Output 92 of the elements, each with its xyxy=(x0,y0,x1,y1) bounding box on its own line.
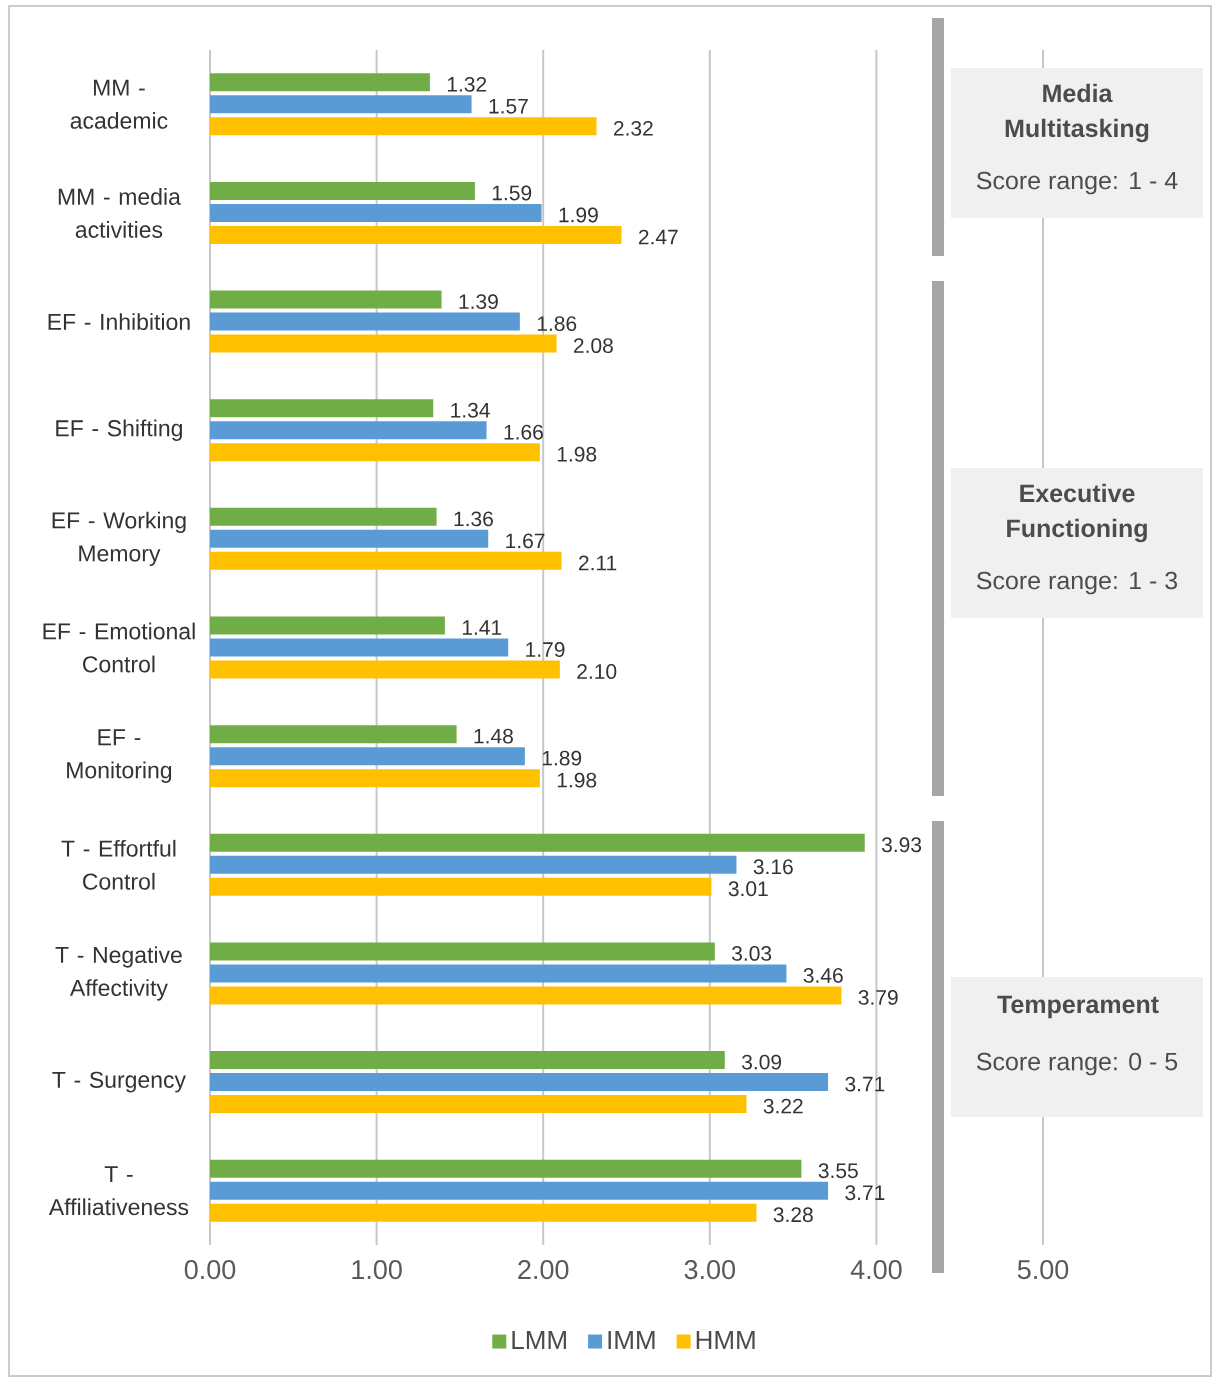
data-label: 3.46 xyxy=(803,968,843,983)
data-label: 2.32 xyxy=(613,120,653,136)
data-label: 1.57 xyxy=(489,99,528,114)
bar xyxy=(210,443,540,462)
bar xyxy=(210,833,865,852)
y-tick-label: EF - Inhibition xyxy=(48,313,190,331)
x-tick-label: 5.00 xyxy=(1017,1260,1069,1280)
bar xyxy=(210,225,622,244)
bar xyxy=(210,986,842,1005)
bar xyxy=(210,964,787,983)
x-tick-label: 1.00 xyxy=(352,1260,402,1280)
bar xyxy=(210,638,509,657)
y-tick-label: EF - Emotional Control xyxy=(43,622,195,673)
data-label: 1.99 xyxy=(559,207,598,223)
x-tick-label: 0.00 xyxy=(184,1260,236,1280)
bar xyxy=(210,660,560,679)
data-label: 3.22 xyxy=(763,1098,803,1114)
x-tick-label: 2.00 xyxy=(518,1260,569,1280)
bar xyxy=(210,203,542,222)
bar xyxy=(210,769,540,788)
data-label: 1.98 xyxy=(557,772,597,788)
data-label: 2.47 xyxy=(638,229,678,245)
bar xyxy=(210,1051,725,1070)
data-label: 1.41 xyxy=(462,620,502,635)
y-tick-label: MM - media activities xyxy=(58,188,181,238)
x-tick-label: 4.00 xyxy=(850,1260,902,1280)
data-label: 1.89 xyxy=(542,750,582,766)
data-label: 3.71 xyxy=(845,1076,885,1092)
y-tick-label: EF - Shifting xyxy=(56,419,182,441)
data-label: 1.36 xyxy=(454,511,493,527)
bar xyxy=(210,117,597,136)
bar xyxy=(210,1095,747,1114)
data-label: 1.32 xyxy=(447,76,487,92)
data-label: 3.71 xyxy=(845,1185,885,1201)
bar xyxy=(210,551,562,570)
y-tick-label: MM - academic xyxy=(70,79,168,129)
bar xyxy=(210,616,445,635)
data-label: 1.39 xyxy=(459,294,498,310)
annotation: Score range: 0 - 5 xyxy=(976,1052,1178,1076)
y-tick-label: T - Effortful Control xyxy=(61,839,176,890)
bar xyxy=(210,181,475,200)
data-label: 1.66 xyxy=(504,424,543,440)
data-label: 1.59 xyxy=(492,185,532,201)
bar xyxy=(210,334,557,353)
data-label: 3.55 xyxy=(818,1163,858,1179)
annotation: Media Multitasking xyxy=(1005,83,1149,143)
bar xyxy=(210,877,712,896)
bar xyxy=(210,1159,802,1178)
data-label: 1.98 xyxy=(557,446,597,462)
annotation: Score range: 1 - 4 xyxy=(976,171,1178,195)
y-tick-label: T - Negative Affectivity xyxy=(55,946,182,1001)
data-label: 3.09 xyxy=(741,1054,782,1070)
y-tick-label: EF - Working Memory xyxy=(52,511,186,567)
annotation: Score range: 1 - 3 xyxy=(976,571,1178,595)
legend-label: HMM xyxy=(696,1331,755,1349)
bar xyxy=(210,1181,829,1200)
data-label: 3.16 xyxy=(753,859,793,875)
y-tick-label: T - Affiliativeness xyxy=(48,1166,189,1216)
bar xyxy=(210,73,430,92)
annotation: Executive Functioning xyxy=(1007,483,1147,543)
data-label: 3.03 xyxy=(731,946,772,961)
data-label: 3.28 xyxy=(773,1207,813,1223)
data-label: 1.67 xyxy=(506,533,545,549)
annotation: Temperament xyxy=(997,995,1159,1019)
data-label: 3.93 xyxy=(881,837,922,853)
data-label: 1.86 xyxy=(537,316,577,332)
data-label: 1.48 xyxy=(474,728,513,744)
legend-label: IMM xyxy=(608,1331,655,1349)
bar xyxy=(210,312,520,331)
bar xyxy=(210,421,487,440)
bar xyxy=(210,942,715,961)
bar xyxy=(210,855,737,874)
data-label: 2.08 xyxy=(574,338,613,354)
data-label: 1.34 xyxy=(451,402,490,418)
bar xyxy=(210,399,434,418)
data-label: 3.79 xyxy=(858,990,898,1005)
legend-label: LMM xyxy=(512,1331,566,1349)
bar xyxy=(210,290,442,309)
bar xyxy=(210,529,489,548)
y-tick-label: EF - Monitoring xyxy=(67,729,172,783)
data-label: 3.01 xyxy=(728,881,768,897)
data-label: 2.10 xyxy=(577,664,617,679)
x-tick-label: 3.00 xyxy=(684,1260,736,1280)
bar xyxy=(210,95,472,114)
y-tick-label: T - Surgency xyxy=(52,1071,186,1093)
bar xyxy=(210,507,437,526)
data-label: 2.11 xyxy=(578,555,617,571)
bar xyxy=(210,747,525,766)
data-label: 1.79 xyxy=(526,642,565,657)
bar xyxy=(210,725,457,744)
bar xyxy=(210,1203,757,1222)
bar xyxy=(210,1073,829,1092)
